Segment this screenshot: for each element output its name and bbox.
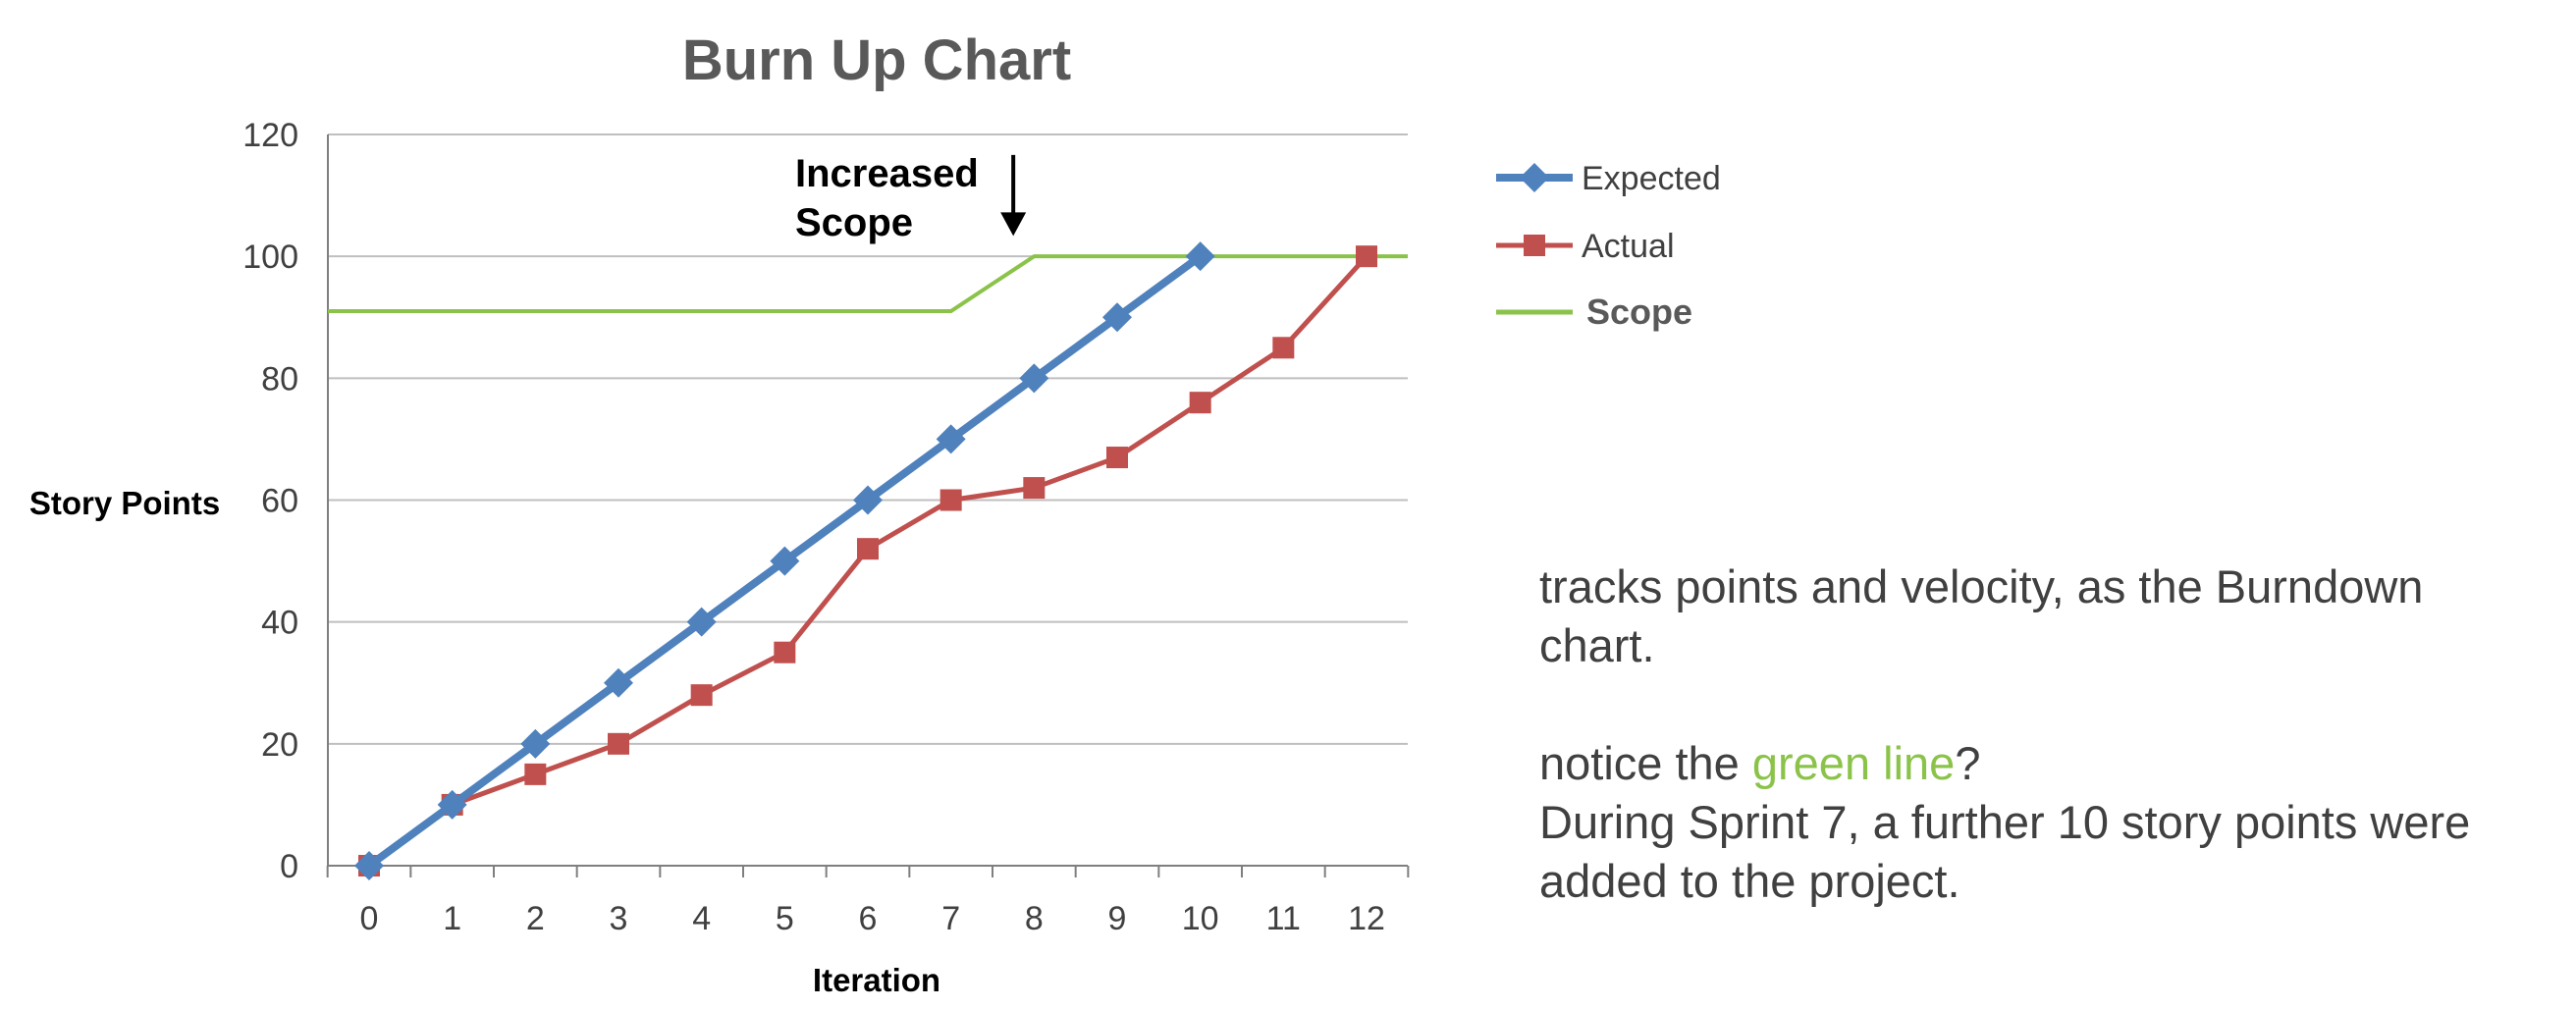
x-tick-label: 9 — [1108, 900, 1127, 937]
x-tick-label: 10 — [1182, 900, 1219, 937]
expected-point — [686, 607, 717, 637]
expected-point — [604, 667, 633, 698]
actual-point — [1356, 245, 1377, 268]
expected-point — [437, 789, 467, 820]
y-tick-label: 60 — [261, 483, 298, 520]
y-axis-label: Story Points — [29, 485, 220, 521]
expected-point — [520, 728, 551, 759]
x-tick-label: 5 — [776, 900, 794, 937]
y-tick-label: 0 — [280, 848, 298, 885]
x-tick-label: 3 — [610, 900, 628, 937]
notes-gap — [1539, 675, 2521, 734]
x-tick-label: 11 — [1266, 900, 1301, 937]
x-tick-label: 1 — [443, 900, 461, 937]
actual-point — [1023, 477, 1046, 500]
legend-expected-label: Expected — [1582, 160, 1721, 197]
x-tick-label: 2 — [526, 900, 545, 937]
scope-series-line — [328, 254, 1408, 314]
x-tick-label: 7 — [941, 900, 960, 937]
legend-actual-label: Actual — [1582, 228, 1675, 265]
notes-para-2: notice the green line? — [1539, 734, 2521, 793]
actual-point — [1272, 337, 1295, 359]
actual-point — [1106, 447, 1128, 469]
y-tick-label: 40 — [261, 605, 298, 642]
notes-para-3: During Sprint 7, a further 10 story poin… — [1539, 796, 2471, 907]
legend-actual-marker — [1524, 235, 1545, 256]
actual-point — [939, 489, 962, 511]
actual-point — [1189, 392, 1211, 414]
actual-point — [608, 732, 629, 755]
x-tick-label: 8 — [1025, 900, 1044, 937]
green-line-highlight: green line — [1751, 737, 1956, 789]
x-tick-label: 0 — [360, 900, 379, 937]
expected-point — [770, 546, 800, 576]
x-tick-label: 12 — [1348, 900, 1385, 937]
legend-expected-marker — [1520, 163, 1549, 192]
actual-point — [524, 763, 547, 785]
chart-title: Burn Up Chart — [682, 28, 1071, 92]
x-axis-label: Iteration — [813, 962, 940, 998]
y-tick-label: 20 — [261, 726, 298, 764]
y-tick-label: 100 — [242, 239, 298, 276]
annotation-line-1: Increased — [795, 152, 979, 195]
expected-point — [1019, 363, 1049, 394]
y-tick-label: 80 — [261, 360, 298, 398]
actual-point — [857, 538, 879, 560]
annotation-line-2: Scope — [795, 201, 913, 244]
x-tick-label: 4 — [692, 900, 711, 937]
y-tick-label: 120 — [242, 117, 298, 154]
expected-point — [1102, 302, 1132, 333]
notes-para-1: tracks points and velocity, as the Burnd… — [1539, 560, 2424, 671]
actual-series-line — [367, 254, 1368, 869]
expected-point — [936, 424, 966, 454]
legend-scope-label: Scope — [1586, 292, 1692, 332]
actual-point — [690, 684, 713, 707]
notes-panel: tracks points and velocity, as the Burnd… — [1539, 558, 2521, 911]
notes-para-2-prefix: notice the — [1539, 737, 1752, 789]
notes-para-2-suffix: ? — [1955, 737, 1981, 789]
actual-point — [774, 641, 796, 664]
x-tick-label: 6 — [859, 900, 878, 937]
expected-point — [354, 851, 384, 880]
expected-point — [853, 485, 883, 515]
annotation-arrow-head — [1000, 212, 1027, 237]
expected-point — [1185, 241, 1215, 272]
